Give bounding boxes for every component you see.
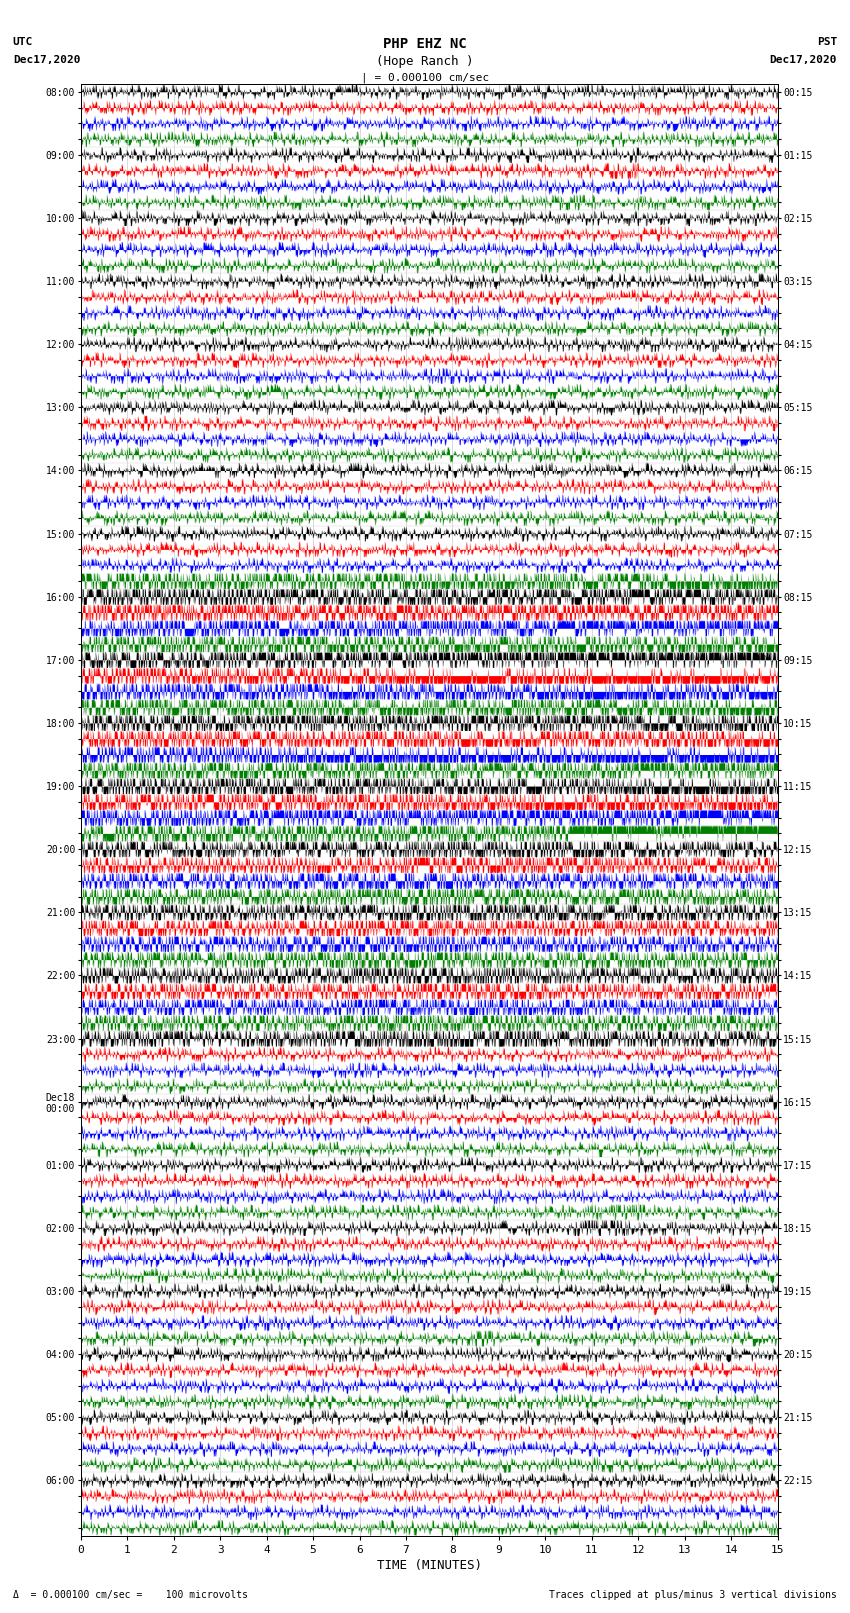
Text: PST: PST [817,37,837,47]
Text: Dec17,2020: Dec17,2020 [13,55,80,65]
Text: Δ  = 0.000100 cm/sec =    100 microvolts: Δ = 0.000100 cm/sec = 100 microvolts [13,1590,247,1600]
X-axis label: TIME (MINUTES): TIME (MINUTES) [377,1558,482,1571]
Text: PHP EHZ NC: PHP EHZ NC [383,37,467,52]
Text: Traces clipped at plus/minus 3 vertical divisions: Traces clipped at plus/minus 3 vertical … [549,1590,837,1600]
Text: Dec17,2020: Dec17,2020 [770,55,837,65]
Text: (Hope Ranch ): (Hope Ranch ) [377,55,473,68]
Text: | = 0.000100 cm/sec: | = 0.000100 cm/sec [361,73,489,84]
Text: UTC: UTC [13,37,33,47]
